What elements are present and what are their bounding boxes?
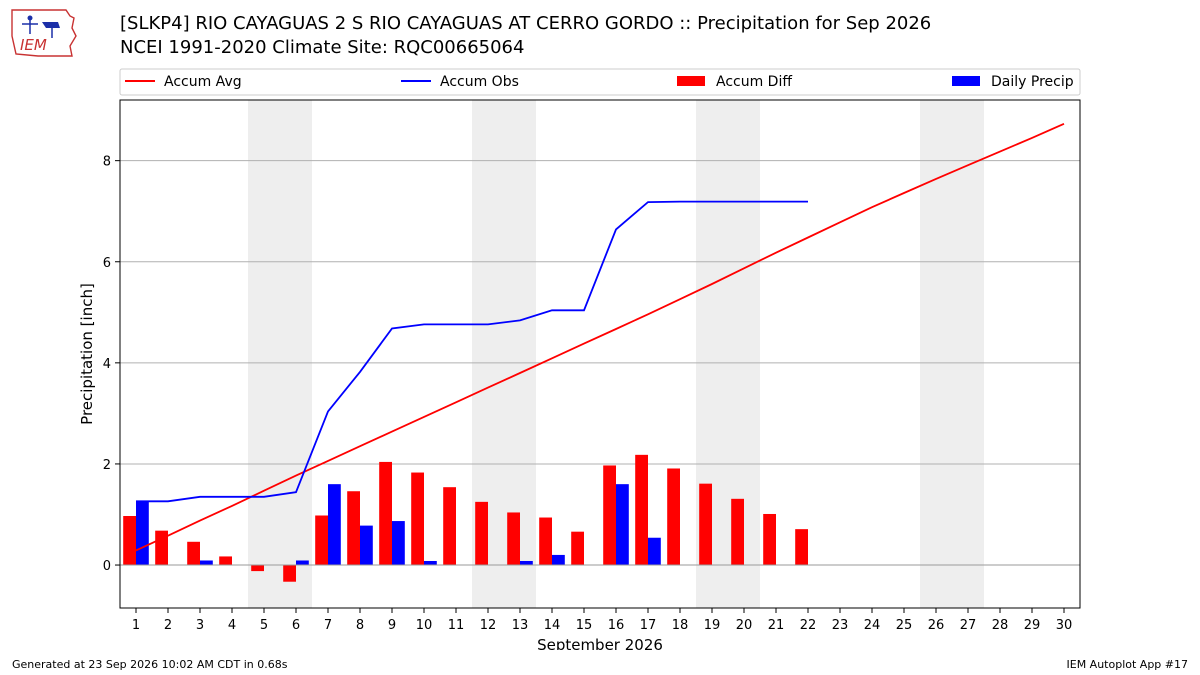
x-tick-label: 9 <box>388 618 396 633</box>
legend-accum-avg-label: Accum Avg <box>164 74 242 90</box>
x-tick-label: 15 <box>576 618 593 633</box>
footer-generated: Generated at 23 Sep 2026 10:02 AM CDT in… <box>12 658 288 671</box>
daily-precip-bar <box>392 521 405 566</box>
x-tick-label: 19 <box>704 618 721 633</box>
legend-box <box>119 68 1081 96</box>
accum-obs-line <box>136 200 808 503</box>
legend-daily-precip-label: Daily Precip <box>991 74 1074 90</box>
x-tick-label: 14 <box>544 618 561 633</box>
chart-title: [SLKP4] RIO CAYAGUAS 2 S RIO CAYAGUAS AT… <box>120 13 932 34</box>
y-tick-label: 2 <box>103 458 111 473</box>
accum-diff-bar <box>635 454 648 566</box>
x-tick-label: 7 <box>324 618 332 633</box>
x-tick-label: 5 <box>260 618 268 633</box>
x-tick-label: 24 <box>864 618 881 633</box>
accum-diff-bar <box>187 541 200 566</box>
x-tick-label: 27 <box>960 618 977 633</box>
y-tick-label: 6 <box>103 256 111 271</box>
x-axis-ticks: 1 2 3 4 5 6 7 8 9 10 11 12 13 14 15 16 17 18 19 20 21 22 23 24 2… <box>132 608 1072 633</box>
x-tick-label: 22 <box>800 618 817 633</box>
x-tick-label: 1 <box>132 618 140 633</box>
daily-precip-bar <box>552 554 565 566</box>
daily-precip-bar <box>200 560 213 566</box>
accum-diff-bar <box>315 515 328 566</box>
accum-diff-bar <box>507 512 520 566</box>
accum-diff-bar <box>763 513 776 566</box>
x-axis-label: September 2026 <box>537 636 663 650</box>
precipitation-chart: 1 2 3 4 5 6 7 8 9 10 11 12 13 14 15 16 17 18 19 20 21 22 23 24 2… <box>78 68 1081 650</box>
x-tick-label: 17 <box>640 618 657 633</box>
daily-precip-bar <box>360 525 373 566</box>
x-tick-label: 25 <box>896 618 913 633</box>
accum-diff-bar <box>251 565 264 572</box>
series-lines <box>135 122 1065 552</box>
x-tick-label: 10 <box>416 618 433 633</box>
accum-diff-bar <box>411 472 424 566</box>
daily-precip-bar <box>296 560 309 566</box>
logo-text: IEM <box>20 36 47 54</box>
x-tick-label: 30 <box>1056 618 1073 633</box>
legend-daily-precip-swatch <box>952 76 980 86</box>
accum-diff-bar <box>667 468 680 566</box>
accum-diff-bar <box>475 501 488 566</box>
accum-diff-bar <box>443 487 456 566</box>
accum-diff-bar <box>347 491 360 566</box>
x-tick-label: 3 <box>196 618 204 633</box>
x-tick-label: 26 <box>928 618 945 633</box>
x-tick-label: 16 <box>608 618 625 633</box>
legend-accum-diff-label: Accum Diff <box>716 74 792 90</box>
y-tick-label: 4 <box>103 357 111 372</box>
accum-diff-bar <box>731 498 744 566</box>
y-axis-label: Precipitation [inch] <box>78 283 96 425</box>
iem-logo: IEM <box>8 6 80 60</box>
y-axis-ticks: 0 2 4 6 8 <box>103 155 120 574</box>
x-tick-label: 13 <box>512 618 529 633</box>
accum-diff-bar <box>699 483 712 566</box>
y-tick-label: 0 <box>103 559 111 574</box>
accum-diff-bar <box>219 556 232 566</box>
x-tick-label: 11 <box>448 618 465 633</box>
chart-subtitle: NCEI 1991-2020 Climate Site: RQC00665064 <box>120 37 525 58</box>
accum-diff-bar <box>603 465 616 566</box>
x-tick-label: 23 <box>832 618 849 633</box>
legend-accum-diff-swatch <box>677 76 705 86</box>
x-tick-label: 8 <box>356 618 364 633</box>
footer-app: IEM Autoplot App #17 <box>1066 658 1189 671</box>
x-tick-label: 21 <box>768 618 785 633</box>
accum-avg-line <box>135 122 1065 552</box>
x-tick-label: 28 <box>992 618 1009 633</box>
weekend-band <box>248 100 312 608</box>
x-tick-label: 2 <box>164 618 172 633</box>
legend: Accum Avg Accum Obs Accum Diff Daily Precip <box>119 68 1081 96</box>
legend-accum-obs-label: Accum Obs <box>440 74 519 90</box>
x-tick-label: 20 <box>736 618 753 633</box>
weekend-shading <box>248 100 984 608</box>
daily-precip-bar <box>328 484 341 566</box>
plot-frame <box>119 99 1081 609</box>
accum-diff-bar <box>795 529 808 566</box>
x-tick-label: 6 <box>292 618 300 633</box>
daily-precip-bar <box>648 537 661 566</box>
accum-diff-bar <box>539 517 552 566</box>
daily-precip-bar <box>136 501 149 566</box>
weekend-band <box>920 100 984 608</box>
accum-diff-bar <box>379 461 392 566</box>
accum-diff-bar <box>123 516 136 566</box>
daily-precip-bar <box>520 560 533 566</box>
daily-precip-bar <box>616 484 629 566</box>
x-tick-label: 29 <box>1024 618 1041 633</box>
y-tick-label: 8 <box>103 155 111 170</box>
accum-diff-bar <box>571 531 584 566</box>
bars <box>123 454 808 582</box>
daily-precip-bar <box>424 560 437 566</box>
x-tick-label: 12 <box>480 618 497 633</box>
x-tick-label: 4 <box>228 618 236 633</box>
x-tick-label: 18 <box>672 618 689 633</box>
accum-diff-bar <box>283 565 296 582</box>
